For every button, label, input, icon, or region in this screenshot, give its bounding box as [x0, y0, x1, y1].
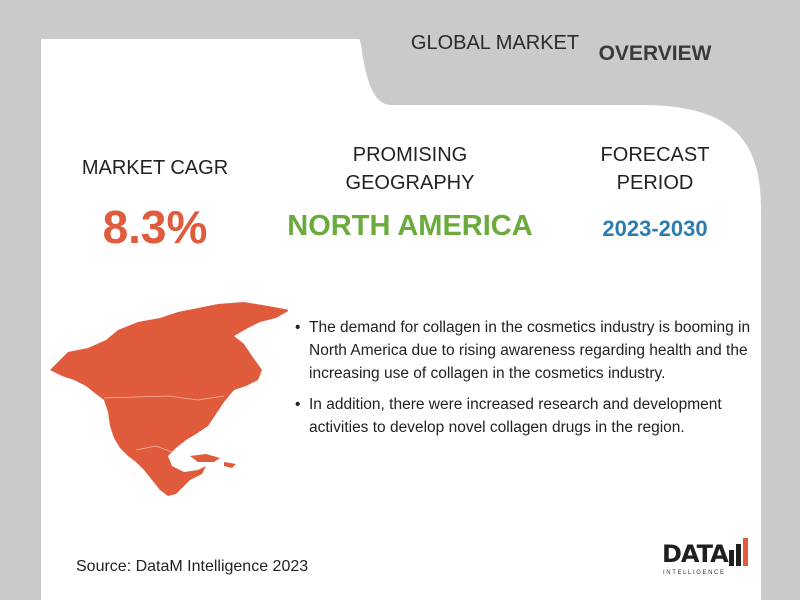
- logo-word: DATA: [662, 540, 729, 568]
- header-global-market: GLOBAL MARKET: [410, 32, 580, 54]
- datam-logo: DATA INTELLIGENCE: [662, 534, 752, 582]
- overview-card: [41, 39, 800, 600]
- bullet-list: • The demand for collagen in the cosmetic…: [293, 316, 753, 447]
- north-america-map-icon: [50, 302, 288, 496]
- bar-chart-icon: [729, 538, 748, 566]
- bullet-item: • The demand for collagen in the cosmetic…: [295, 319, 751, 382]
- card-background: [41, 39, 761, 600]
- source-note: Source: DataM Intelligence 2023: [76, 558, 309, 575]
- market-cagr-label: MARKET CAGR: [81, 157, 229, 179]
- bullet-item: • In addition, there were increased resea…: [295, 396, 722, 436]
- header-overview: OVERVIEW: [598, 42, 712, 65]
- promising-geography-label: PROMISING GEOGRAPHY: [345, 144, 475, 194]
- logo-subtitle: INTELLIGENCE: [663, 570, 726, 576]
- promising-geography-value: NORTH AMERICA: [287, 210, 533, 242]
- forecast-period-label: FORECAST PERIOD: [600, 144, 710, 194]
- bullet-text: The demand for collagen in the cosmetics…: [309, 319, 751, 382]
- forecast-period-value: 2023-2030: [602, 216, 708, 241]
- market-cagr-value: 8.3%: [102, 201, 208, 253]
- bullet-text: In addition, there were increased resear…: [309, 396, 722, 436]
